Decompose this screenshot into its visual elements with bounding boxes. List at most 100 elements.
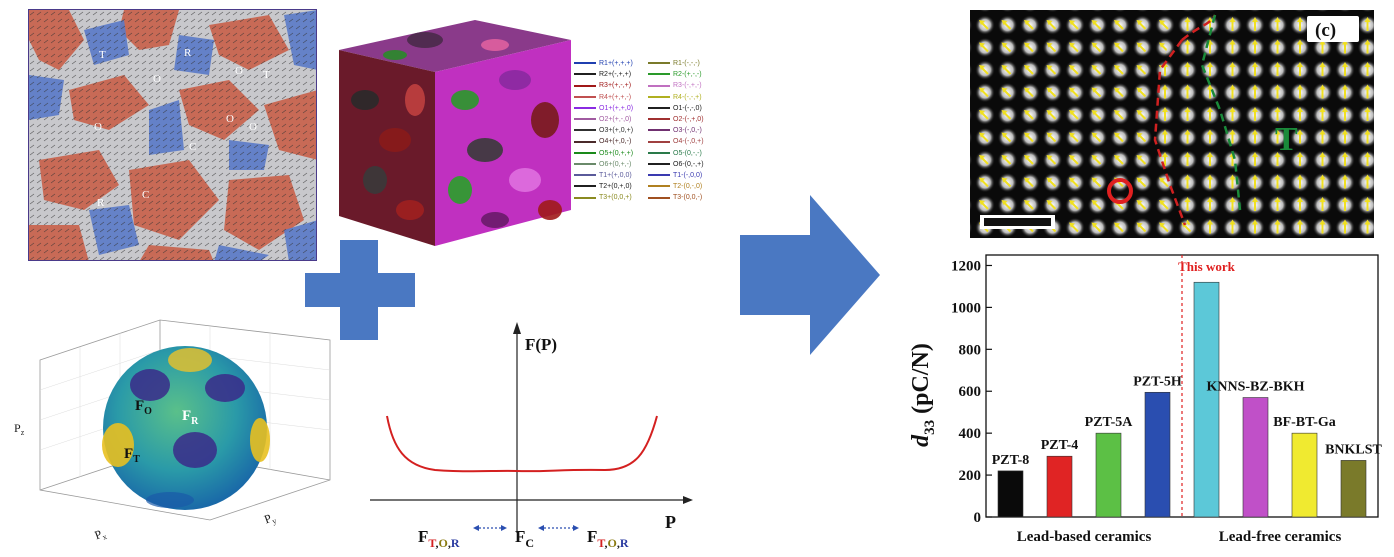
y-axis-label: d33 (pC/N): [908, 343, 938, 447]
phase-field-labels: T O R O T C O O O C R: [94, 47, 270, 209]
legend-text: O3-(-,0,-): [673, 127, 702, 135]
bar-label: PZT-4: [1041, 438, 1079, 453]
group-label-lead-based: Lead-based ceramics: [1017, 529, 1152, 545]
legend-text: R3-(-,+,-): [673, 82, 702, 90]
o-marker: [1107, 178, 1133, 204]
sphere-axis-py: Py: [262, 510, 278, 529]
legend-swatch: [648, 84, 670, 87]
legend-swatch: [574, 95, 596, 98]
legend-swatch: [574, 174, 596, 177]
bar: [1144, 391, 1171, 518]
legend-swatch: [648, 162, 670, 165]
subscript-part: R: [620, 536, 629, 550]
bar-label: PZT-8: [992, 453, 1030, 468]
legend-text: R1-(-,-,-): [673, 60, 700, 67]
bar: [1095, 432, 1122, 518]
legend-text: O2+(+,-,0): [599, 116, 632, 123]
bar: [1242, 397, 1269, 518]
legend-entry: O5-(0,-,-): [648, 150, 702, 157]
bar: [1291, 432, 1318, 518]
free-energy-curve: [386, 415, 658, 473]
free-energy-plot: F(P) P FT,O,R FC FT,O,R: [365, 318, 695, 552]
subscript-part: T: [428, 536, 436, 550]
f-axis-label: F(P): [525, 335, 557, 354]
bar-label: KNNS-BZ-BKH: [1206, 380, 1304, 395]
legend-text: O5+(0,+,+): [599, 149, 634, 157]
legend-swatch: [648, 151, 670, 154]
legend-text: R4+(+,+,-): [599, 93, 632, 101]
energy-labels: FT,O,R FC FT,O,R: [418, 527, 629, 550]
legend-swatch: [648, 174, 670, 177]
legend-text: R1+(+,+,+): [599, 60, 633, 67]
y-tick-label: 1200: [951, 258, 981, 274]
subscript-part: ,: [436, 536, 439, 550]
group-label-lead-free: Lead-free ceramics: [1219, 529, 1342, 545]
legend-text: R4-(-,-,+): [673, 93, 702, 101]
legend-swatch: [574, 140, 596, 143]
label-fc: FC: [515, 527, 534, 550]
legend-entry: R2+(-,+,+): [574, 71, 631, 78]
map-label: T: [263, 69, 270, 81]
bar: [997, 470, 1024, 518]
bar: [1046, 455, 1073, 518]
map-label: O: [226, 113, 234, 125]
legend-entry: O6+(0,+,-): [574, 161, 631, 168]
map-label: O: [153, 73, 161, 85]
legend-entry: O6-(0,-,+): [648, 161, 704, 168]
micrograph-svg: T (c): [970, 10, 1374, 238]
bar-labels-group: PZT-8 PZT-4 PZT-5A PZT-5H This work KNNS-BZ-B…: [992, 259, 1383, 468]
bar-label: BF-BT-Ga: [1273, 415, 1336, 430]
legend-entry: O2-(-,+,0): [648, 116, 704, 123]
legend-swatch: [648, 106, 670, 109]
legend-swatch: [648, 140, 670, 143]
subscript-part: ,: [605, 536, 608, 550]
legend-text: O3+(+,0,+): [599, 127, 634, 135]
phase-field-map-svg: T O R O T C O O O C R: [29, 10, 316, 260]
legend-entry: O2+(+,-,0): [574, 116, 631, 123]
sphere-label-fo: FO: [135, 398, 152, 417]
domain-cube-svg: [339, 20, 571, 246]
bar: [1193, 281, 1220, 518]
energy-sphere-plot: FO FR FT Pz Px Py: [10, 300, 340, 550]
legend-swatch: [574, 118, 596, 121]
sphere-label-fr: FR: [182, 408, 199, 427]
map-label: T: [99, 49, 106, 61]
bar: [1340, 460, 1367, 518]
legend-text: T2+(0,+,0): [599, 183, 632, 191]
legend-entry: O3-(-,0,-): [648, 127, 702, 134]
legend-text: T2-(0,-,0): [673, 183, 703, 191]
legend-swatch: [574, 129, 596, 132]
label-f-tor-right: FT,O,R: [587, 527, 629, 550]
panel-label: (c): [1315, 20, 1336, 41]
bar-label: This work: [1178, 259, 1235, 274]
subscript-part: ,: [617, 536, 620, 550]
label-f-tor-left: FT,O,R: [418, 527, 460, 550]
y-tick-label: 800: [959, 342, 982, 358]
phase-field-map: T O R O T C O O O C R: [28, 9, 317, 261]
bar-label: PZT-5H: [1133, 374, 1182, 389]
legend-entry: O1-(-,-,0): [648, 105, 702, 112]
legend-entry: T3-(0,0,-): [648, 194, 702, 201]
legend-text: T1+(+,0,0): [599, 172, 632, 179]
legend-swatch: [574, 62, 596, 65]
tilted-polarization-region: [970, 10, 1195, 238]
sphere-spots: [102, 348, 270, 508]
plus-icon: [305, 240, 415, 340]
legend-entry: R4-(-,-,+): [648, 94, 702, 101]
subscript-part: O: [439, 536, 448, 550]
subscript-part: R: [451, 536, 460, 550]
d33-bar-chart: d33 (pC/N) 0 200 400 600 800 1000 1200 PZT-8 PZ…: [898, 245, 1388, 552]
legend-text: O4+(+,0,-): [599, 138, 632, 146]
green-domain-boundary: [1200, 14, 1242, 211]
legend-entry: R1-(-,-,-): [648, 60, 700, 67]
y-tick-label: 600: [959, 384, 982, 400]
sphere-label-ft: FT: [124, 446, 140, 465]
legend-text: R2+(-,+,+): [599, 71, 632, 79]
legend-text: T3+(0,0,+): [599, 194, 632, 202]
legend-text: O1+(+,+,0): [599, 104, 634, 112]
legend-text: R2-(+,-,-): [673, 71, 702, 79]
legend-text: O1-(-,-,0): [673, 104, 702, 112]
legend-swatch: [574, 185, 596, 188]
map-label: O: [235, 65, 243, 77]
